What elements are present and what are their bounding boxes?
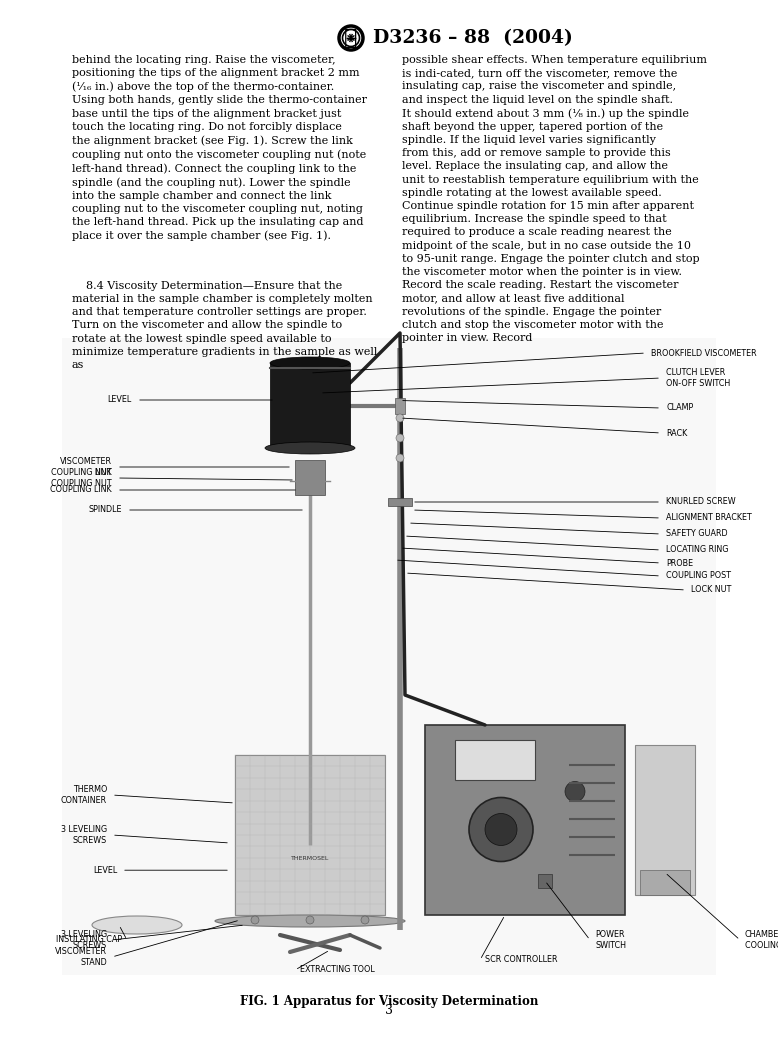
Ellipse shape	[270, 357, 350, 369]
Circle shape	[306, 916, 314, 924]
Text: EXTRACTING TOOL: EXTRACTING TOOL	[300, 965, 375, 974]
Text: LEVEL: LEVEL	[93, 866, 117, 874]
Text: 3 LEVELING
SCREWS: 3 LEVELING SCREWS	[61, 931, 107, 949]
Text: LOCK NUT: LOCK NUT	[691, 585, 731, 594]
Bar	[235, 755, 385, 915]
Text: SAFETY GUARD: SAFETY GUARD	[666, 530, 727, 538]
Text: 8.4 Viscosity Determination—Ensure that the
material in the sample chamber is co: 8.4 Viscosity Determination—Ensure that …	[72, 281, 377, 370]
Text: BROOKFIELD VISCOMETER: BROOKFIELD VISCOMETER	[651, 349, 757, 357]
Text: INSULATING CAP: INSULATING CAP	[56, 936, 122, 944]
Circle shape	[469, 797, 533, 862]
Text: RACK: RACK	[666, 429, 687, 437]
Text: ALIGNMENT BRACKET: ALIGNMENT BRACKET	[666, 513, 752, 523]
Text: FIG. 1 Apparatus for Viscosity Determination: FIG. 1 Apparatus for Viscosity Determina…	[240, 995, 538, 1008]
Text: SCR CONTROLLER: SCR CONTROLLER	[485, 956, 558, 965]
Circle shape	[565, 782, 585, 802]
Bar	[388, 498, 412, 506]
Circle shape	[485, 813, 517, 845]
Circle shape	[396, 454, 404, 462]
Bar	[62, 338, 716, 975]
Text: 3: 3	[385, 1004, 393, 1016]
Text: POWER
SWITCH: POWER SWITCH	[595, 931, 626, 949]
Bar	[295, 460, 325, 496]
Text: COUPLING LINK: COUPLING LINK	[51, 485, 112, 494]
Circle shape	[396, 414, 404, 422]
Text: THERMOSEL: THERMOSEL	[291, 857, 329, 862]
Text: behind the locating ring. Raise the viscometer,
positioning the tips of the alig: behind the locating ring. Raise the visc…	[72, 55, 367, 242]
Circle shape	[396, 434, 404, 442]
Circle shape	[361, 916, 369, 924]
Bar	[635, 745, 695, 895]
Text: KNURLED SCREW: KNURLED SCREW	[666, 498, 736, 507]
Ellipse shape	[215, 915, 405, 926]
Text: CLUTCH LEVER
ON-OFF SWITCH: CLUTCH LEVER ON-OFF SWITCH	[666, 369, 731, 387]
Circle shape	[251, 916, 259, 924]
Text: CHAMBER
COOLING PLUG: CHAMBER COOLING PLUG	[745, 931, 778, 949]
Text: THERMO
CONTAINER: THERMO CONTAINER	[61, 785, 107, 805]
Ellipse shape	[92, 916, 182, 934]
Text: VISCOMETER
STAND: VISCOMETER STAND	[55, 947, 107, 967]
Text: PROBE: PROBE	[666, 559, 693, 567]
Bar	[270, 363, 350, 448]
Ellipse shape	[265, 442, 355, 454]
Bar	[425, 725, 625, 915]
Bar	[640, 870, 690, 895]
Text: possible shear effects. When temperature equilibrium
is indi-cated, turn off the: possible shear effects. When temperature…	[401, 55, 706, 342]
Text: 3 LEVELING
SCREWS: 3 LEVELING SCREWS	[61, 826, 107, 844]
Text: CLAMP: CLAMP	[666, 404, 693, 412]
Text: VISCOMETER
COUPLING NUT: VISCOMETER COUPLING NUT	[51, 457, 112, 477]
Text: LEVEL: LEVEL	[107, 396, 132, 405]
Text: D3236 – 88  (2004): D3236 – 88 (2004)	[373, 29, 573, 47]
Text: LINK
COUPLING NUT: LINK COUPLING NUT	[51, 468, 112, 487]
Text: SPINDLE: SPINDLE	[89, 506, 122, 514]
Text: Ⓐ: Ⓐ	[345, 28, 358, 48]
Bar	[395, 398, 405, 413]
Text: COUPLING POST: COUPLING POST	[666, 572, 731, 581]
Text: LOCATING RING: LOCATING RING	[666, 545, 728, 555]
Bar	[455, 740, 535, 780]
Bar	[538, 873, 552, 888]
